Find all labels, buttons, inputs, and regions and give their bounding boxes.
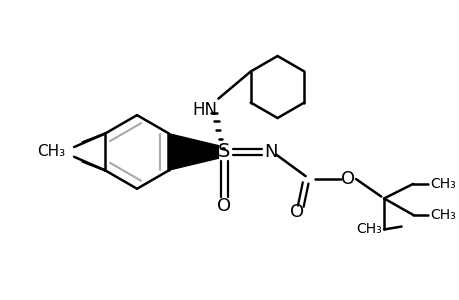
Text: O: O (217, 197, 231, 215)
Text: S: S (218, 142, 230, 161)
Text: CH₃: CH₃ (37, 144, 65, 159)
Text: O: O (341, 170, 354, 188)
Text: CH₃: CH₃ (356, 223, 381, 236)
Polygon shape (168, 134, 218, 170)
Text: N: N (263, 143, 277, 161)
Text: HN: HN (192, 100, 217, 118)
Text: O: O (289, 203, 303, 221)
Text: CH₃: CH₃ (430, 177, 455, 191)
Text: CH₃: CH₃ (430, 208, 455, 222)
